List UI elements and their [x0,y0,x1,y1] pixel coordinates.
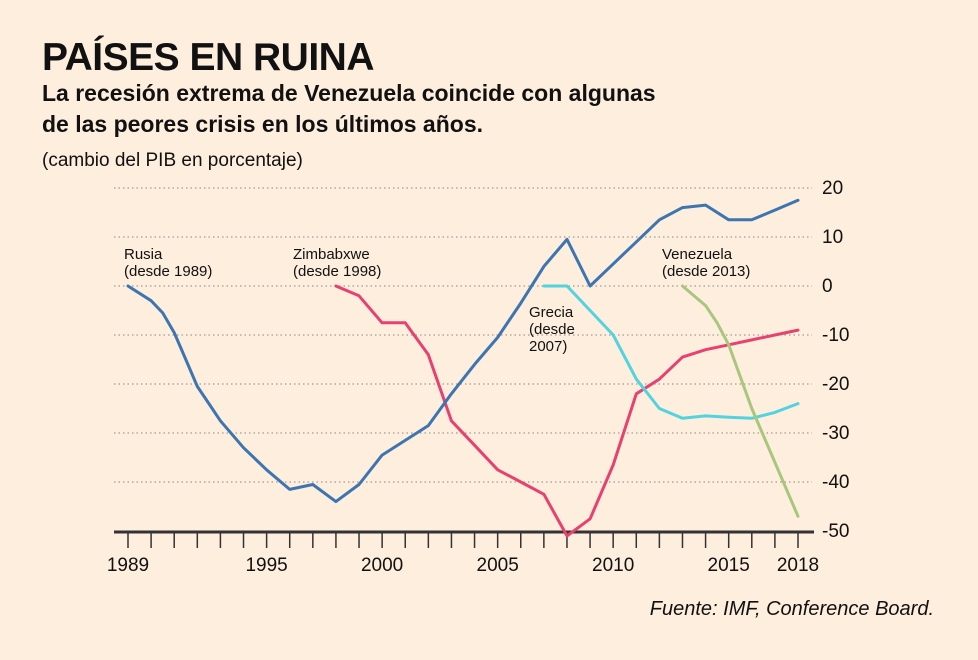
series-lines [126,198,800,538]
source-note: Fuente: IMF, Conference Board. [649,598,934,620]
chart-subtitle-line2: de las peores crisis en los últimos años… [42,111,483,137]
series-label-venezuela: (desde 2013) [662,263,750,280]
x-tick-label: 2005 [477,555,519,576]
y-tick-label: -40 [822,472,849,493]
series-label-zimbabwe: Zimbabxwe [293,246,370,263]
series-labels: Rusia(desde 1989) Zimbabxwe(desde 1998) Gr… [124,246,750,355]
x-tick-label: 1989 [107,555,149,576]
y-axis-tick-labels: 20 10 0 -10 -20 -30 -40 -50 [822,178,849,542]
series-label-grecia: (desde [529,321,575,338]
chart-subtitle-line1: La recesión extrema de Venezuela coincid… [42,80,656,106]
y-tick-label: 20 [822,178,843,199]
y-tick-label: 10 [822,227,843,248]
y-tick-label: -10 [822,325,849,346]
gridlines [114,187,812,483]
x-tick-label: 2015 [708,555,750,576]
x-axis: 1989 1995 2000 2005 2010 2015 2018 [107,530,819,576]
x-tick-label: 2018 [777,555,819,576]
y-tick-label: 0 [822,276,833,297]
series-label-zimbabwe: (desde 1998) [293,263,381,280]
series-line-grecia [542,284,800,420]
y-tick-label: -30 [822,423,849,444]
series-label-rusia: (desde 1989) [124,263,212,280]
series-label-grecia: Grecia [529,304,574,321]
series-line-zimbabwe [334,284,800,538]
y-tick-label: -20 [822,374,849,395]
series-label-venezuela: Venezuela [662,246,733,263]
x-tick-label: 2010 [592,555,634,576]
chart-title: PAÍSES EN RUINA [42,36,375,79]
x-tick-label: 1995 [245,555,287,576]
series-line-rusia [126,198,800,504]
x-tick-label: 2000 [361,555,403,576]
y-tick-label: -50 [822,521,849,542]
series-label-rusia: Rusia [124,246,163,263]
unit-label: (cambio del PIB en porcentaje) [42,150,303,171]
series-line-venezuela [681,284,800,518]
series-label-grecia: 2007) [529,338,567,355]
